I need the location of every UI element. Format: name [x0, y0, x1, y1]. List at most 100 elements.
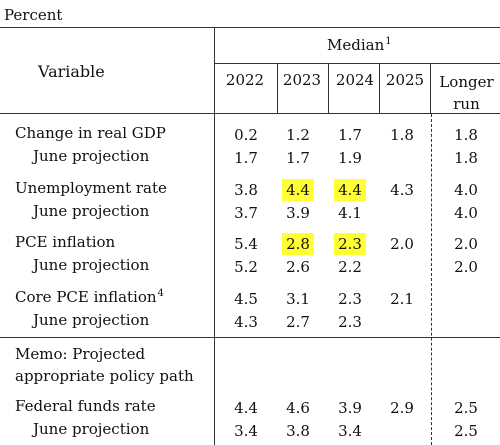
- table-row: June projection 4.3 2.7 2.3: [0, 311, 500, 335]
- table-cell: 2.1: [376, 288, 428, 310]
- cell-value: 2.3: [338, 290, 362, 308]
- longer-run-header: Longer run: [433, 71, 500, 115]
- cell-value: 2.0: [454, 235, 478, 253]
- highlighted-value: 2.8: [282, 233, 314, 255]
- cell-value: 1.8: [454, 149, 478, 167]
- cell-value: 2.1: [390, 290, 414, 308]
- table-cell: 4.0: [440, 179, 492, 201]
- highlighted-value: 2.3: [334, 233, 366, 255]
- row-label-text: June projection: [33, 311, 150, 329]
- table-cell: 3.9: [324, 397, 376, 419]
- cell-value: 3.8: [286, 422, 310, 440]
- table-cell: 2.9: [376, 397, 428, 419]
- table-cell: 3.1: [272, 288, 324, 310]
- longer-run-dashed-divider: [431, 114, 432, 445]
- table-cell: 4.0: [440, 202, 492, 224]
- highlighted-value: 4.4: [282, 179, 314, 201]
- table-cell: 2.0: [440, 256, 492, 278]
- table-row: PCE inflation 5.4 2.8 2.3 2.0 2.0: [0, 233, 500, 257]
- year-header: 2025: [385, 71, 425, 89]
- cell-value: 2.2: [338, 258, 362, 276]
- header-rule: [0, 113, 500, 114]
- cell-value: 1.2: [286, 126, 310, 144]
- variable-header: Variable: [38, 62, 105, 81]
- table-cell: 2.3: [324, 288, 376, 310]
- row-label: PCE inflation: [15, 233, 115, 251]
- cell-value: 2.6: [286, 258, 310, 276]
- table-cell: 1.7: [272, 147, 324, 169]
- cell-value: 4.6: [286, 399, 310, 417]
- memo-label: Memo: Projected appropriate policy path: [15, 343, 194, 387]
- cell-value: 3.7: [234, 204, 258, 222]
- cell-value: 1.8: [454, 126, 478, 144]
- cell-value: 1.7: [338, 126, 362, 144]
- median-header: Median1: [327, 36, 392, 54]
- memo-line: Memo: Projected: [15, 345, 146, 363]
- column-separator: [430, 64, 431, 113]
- column-separator: [379, 64, 380, 113]
- column-separator: [277, 64, 278, 113]
- table-cell: 3.8: [220, 179, 272, 201]
- row-label: June projection: [33, 202, 149, 220]
- table-cell: 1.2: [272, 124, 324, 146]
- longer-run-line: run: [453, 95, 480, 113]
- row-label: June projection: [33, 147, 149, 165]
- cell-value: 3.9: [286, 204, 310, 222]
- table-row: June projection 1.7 1.7 1.9 1.8: [0, 147, 500, 171]
- year-header: 2022: [225, 71, 265, 89]
- table-cell: 1.8: [440, 147, 492, 169]
- table-row: June projection 3.4 3.8 3.4 2.5: [0, 420, 500, 444]
- cell-value: 0.2: [234, 126, 258, 144]
- table-cell: 4.1: [324, 202, 376, 224]
- cell-value: 4.3: [234, 313, 258, 331]
- row-label-text: Change in real GDP: [15, 124, 166, 142]
- year-header: 2023: [282, 71, 322, 89]
- table-cell: 1.7: [324, 124, 376, 146]
- unit-label: Percent: [4, 6, 63, 24]
- row-label-text: June projection: [33, 256, 150, 274]
- table-cell: 2.7: [272, 311, 324, 333]
- top-rule: [0, 27, 500, 28]
- cell-value: 5.4: [234, 235, 258, 253]
- cell-value: 3.1: [286, 290, 310, 308]
- median-label: Median: [327, 36, 385, 54]
- row-label: Unemployment rate: [15, 179, 167, 197]
- table-cell: 3.9: [272, 202, 324, 224]
- row-label: June projection: [33, 420, 149, 438]
- highlighted-value: 4.4: [334, 179, 366, 201]
- row-label: June projection: [33, 256, 149, 274]
- table-cell: 2.3: [324, 233, 376, 255]
- cell-value: 2.0: [454, 258, 478, 276]
- cell-value: 3.4: [234, 422, 258, 440]
- memo-line: appropriate policy path: [15, 367, 194, 385]
- variable-column-divider: [214, 28, 215, 445]
- row-label-text: June projection: [33, 420, 150, 438]
- row-label-text: Unemployment rate: [15, 179, 167, 197]
- cell-value: 4.4: [234, 399, 258, 417]
- median-footnote: 1: [385, 36, 392, 47]
- cell-value: 1.7: [234, 149, 258, 167]
- table-cell: 1.7: [220, 147, 272, 169]
- table-row: Change in real GDP 0.2 1.2 1.7 1.8 1.8: [0, 124, 500, 148]
- row-footnote: 4: [157, 288, 164, 299]
- table-cell: 2.8: [272, 233, 324, 255]
- table-cell: 2.6: [272, 256, 324, 278]
- table-row: June projection 5.2 2.6 2.2 2.0: [0, 256, 500, 280]
- table-cell: 0.2: [220, 124, 272, 146]
- table-cell: 4.4: [272, 179, 324, 201]
- row-label: Core PCE inflation4: [15, 288, 164, 306]
- table-cell: 2.2: [324, 256, 376, 278]
- row-label: Federal funds rate: [15, 397, 156, 415]
- table-cell: 2.0: [440, 233, 492, 255]
- table-cell: 4.6: [272, 397, 324, 419]
- table-cell: 3.7: [220, 202, 272, 224]
- row-label-text: June projection: [33, 147, 150, 165]
- cell-value: 2.3: [338, 313, 362, 331]
- cell-value: 3.9: [338, 399, 362, 417]
- table-row: Unemployment rate 3.8 4.4 4.4 4.3 4.0: [0, 179, 500, 203]
- table-row: Core PCE inflation4 4.5 3.1 2.3 2.1: [0, 288, 500, 312]
- table-cell: 4.4: [324, 179, 376, 201]
- median-rule: [215, 63, 500, 64]
- table-cell: 4.4: [220, 397, 272, 419]
